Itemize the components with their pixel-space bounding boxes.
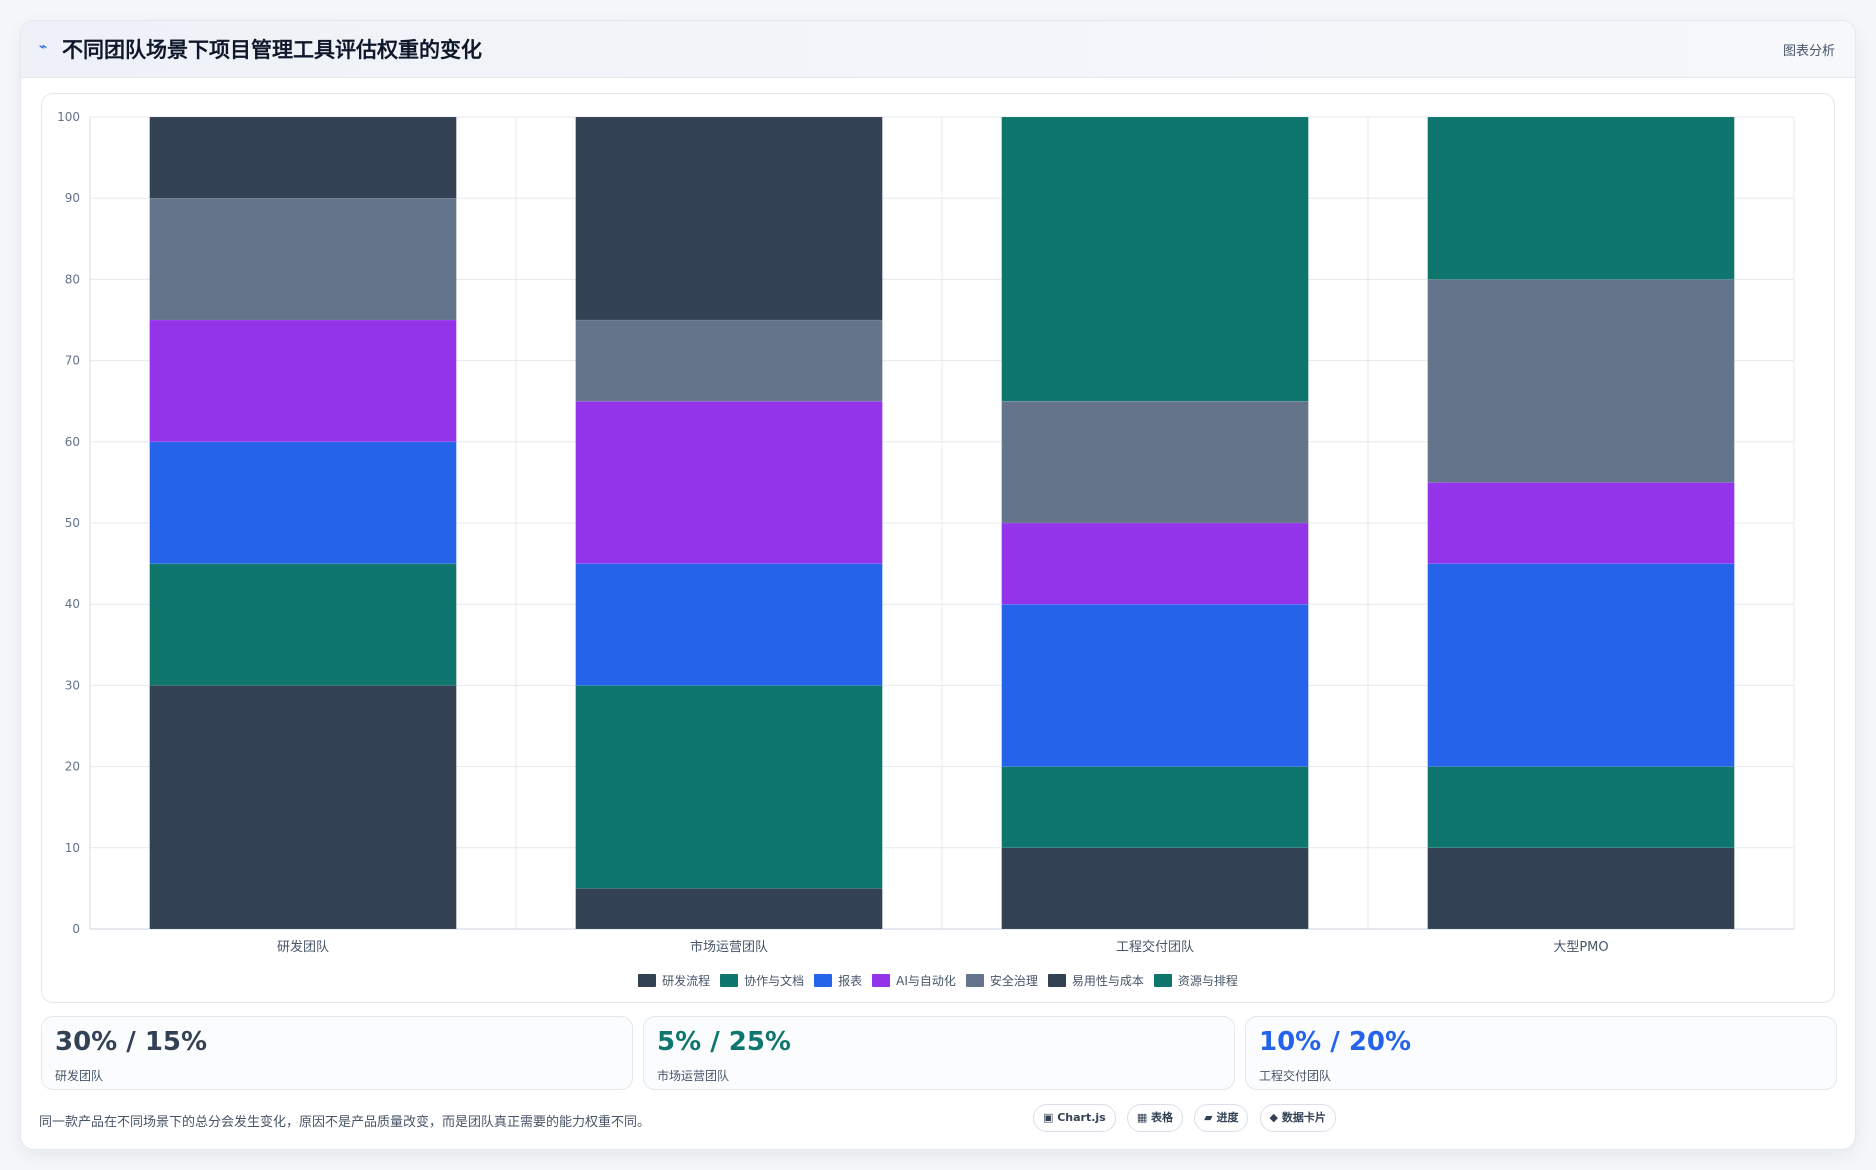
stacked-bar-chart: 0 10 20 30 40 50 60 70 80 90 100 研发团队 市场运营团队 工程交付团队 大型…	[57, 110, 1795, 955]
legend-label: 研发流程	[662, 974, 711, 988]
legend-swatch	[814, 974, 833, 987]
legend-swatch	[1153, 974, 1172, 987]
y-tick-label: 80	[65, 272, 80, 286]
legend-item[interactable]: 资源与排程	[1153, 972, 1238, 989]
chart-panel: 0 10 20 30 40 50 60 70 80 90 100 研发团队 市场运营团队 工程交付团队 大型…	[41, 93, 1835, 1003]
legend-label: 报表	[838, 974, 863, 988]
chart-legend: 研发流程 协作与文档 报表 AI与自动化 安全治理 易用性与成本 资源与排程	[42, 972, 1834, 989]
bar-segment	[1001, 400, 1309, 524]
bar-segment	[149, 441, 457, 564]
y-tick-label: 60	[65, 435, 80, 449]
legend-item[interactable]: AI与自动化	[872, 972, 956, 989]
x-tick-label: 工程交付团队	[1116, 939, 1194, 955]
y-tick-label: 70	[65, 354, 80, 368]
y-tick-label: 20	[65, 760, 80, 774]
bar-segment	[1427, 279, 1735, 483]
bar-segment	[1427, 482, 1735, 564]
bar-segment	[1001, 522, 1309, 605]
tag-data-card[interactable]: ◆ 数据卡片	[1259, 1104, 1336, 1132]
stat-label: 工程交付团队	[1259, 1069, 1332, 1083]
bar-segment	[149, 116, 457, 199]
stat-card-rd: 30% / 15% 研发团队	[41, 1016, 633, 1090]
legend-label: 资源与排程	[1177, 974, 1238, 988]
stat-card-marketing: 5% / 25% 市场运营团队	[643, 1016, 1235, 1090]
y-tick-label: 100	[57, 110, 80, 124]
bar-segment	[149, 685, 457, 930]
bar-segment	[149, 197, 457, 321]
bar-segment	[1427, 847, 1735, 930]
bar-segment	[1001, 847, 1309, 930]
stat-label: 研发团队	[55, 1069, 104, 1083]
legend-swatch	[1047, 974, 1066, 987]
trend-icon: ⌁	[39, 39, 48, 55]
y-tick-label: 50	[65, 516, 80, 530]
bar-segment	[575, 888, 883, 930]
legend-item[interactable]: 安全治理	[965, 972, 1038, 989]
x-tick-label: 研发团队	[277, 939, 329, 955]
x-tick-label: 市场运营团队	[690, 939, 768, 955]
legend-item[interactable]: 易用性与成本	[1047, 972, 1144, 989]
stat-value: 5% / 25%	[657, 1027, 791, 1057]
chart-analysis-link[interactable]: 图表分析	[1782, 44, 1835, 59]
x-tick-label: 大型PMO	[1553, 940, 1608, 955]
legend-item[interactable]: 研发流程	[638, 972, 710, 989]
tag-list: ▣ Chart.js ▦ 表格 ▰ 进度 ◆ 数据卡片	[1033, 1104, 1342, 1132]
y-tick-label: 10	[65, 841, 80, 855]
legend-label: AI与自动化	[896, 974, 956, 988]
bar-segment	[149, 319, 457, 443]
y-tick-label: 90	[65, 191, 80, 205]
footnote: 同一款产品在不同场景下的总分会发生变化，原因不是产品质量改变，而是团队真正需要的…	[39, 1115, 651, 1130]
stat-value: 30% / 15%	[55, 1027, 208, 1057]
card-header: ⌁ 不同团队场景下项目管理工具评估权重的变化 图表分析	[21, 21, 1855, 78]
tag-progress[interactable]: ▰ 进度	[1194, 1104, 1249, 1132]
y-tick-label: 0	[72, 922, 80, 936]
tag-chartjs[interactable]: ▣ Chart.js	[1033, 1104, 1116, 1132]
legend-swatch	[872, 974, 891, 987]
legend-swatch	[720, 974, 739, 987]
bar-segment	[575, 319, 883, 402]
legend-item[interactable]: 报表	[814, 972, 862, 989]
bar-segment	[1427, 563, 1735, 767]
bar-segment	[575, 685, 883, 889]
bar-segment	[149, 563, 457, 686]
legend-item[interactable]: 协作与文档	[720, 972, 804, 989]
tag-table[interactable]: ▦ 表格	[1126, 1104, 1184, 1132]
bar-segment	[1001, 766, 1309, 849]
legend-label: 协作与文档	[744, 974, 805, 988]
legend-label: 安全治理	[989, 974, 1038, 988]
bar-segment	[575, 563, 883, 686]
stat-card-engineering: 10% / 20% 工程交付团队	[1245, 1016, 1837, 1090]
page-title: 不同团队场景下项目管理工具评估权重的变化	[62, 38, 482, 62]
bar-segment	[1427, 766, 1735, 849]
y-tick-label: 30	[65, 678, 80, 692]
bar-segment	[1001, 603, 1309, 767]
bar-segment	[1427, 116, 1735, 280]
chart-card: ⌁ 不同团队场景下项目管理工具评估权重的变化 图表分析 0 10 20 30 40 50 6…	[20, 20, 1856, 1150]
bar-segment	[575, 400, 883, 564]
legend-swatch	[965, 974, 984, 987]
stat-label: 市场运营团队	[657, 1069, 730, 1083]
bar-segment	[575, 116, 883, 321]
legend-swatch	[638, 974, 657, 987]
bar-segment	[1001, 116, 1309, 402]
stat-value: 10% / 20%	[1259, 1027, 1412, 1057]
legend-label: 易用性与成本	[1071, 974, 1144, 988]
y-tick-label: 40	[65, 597, 80, 611]
